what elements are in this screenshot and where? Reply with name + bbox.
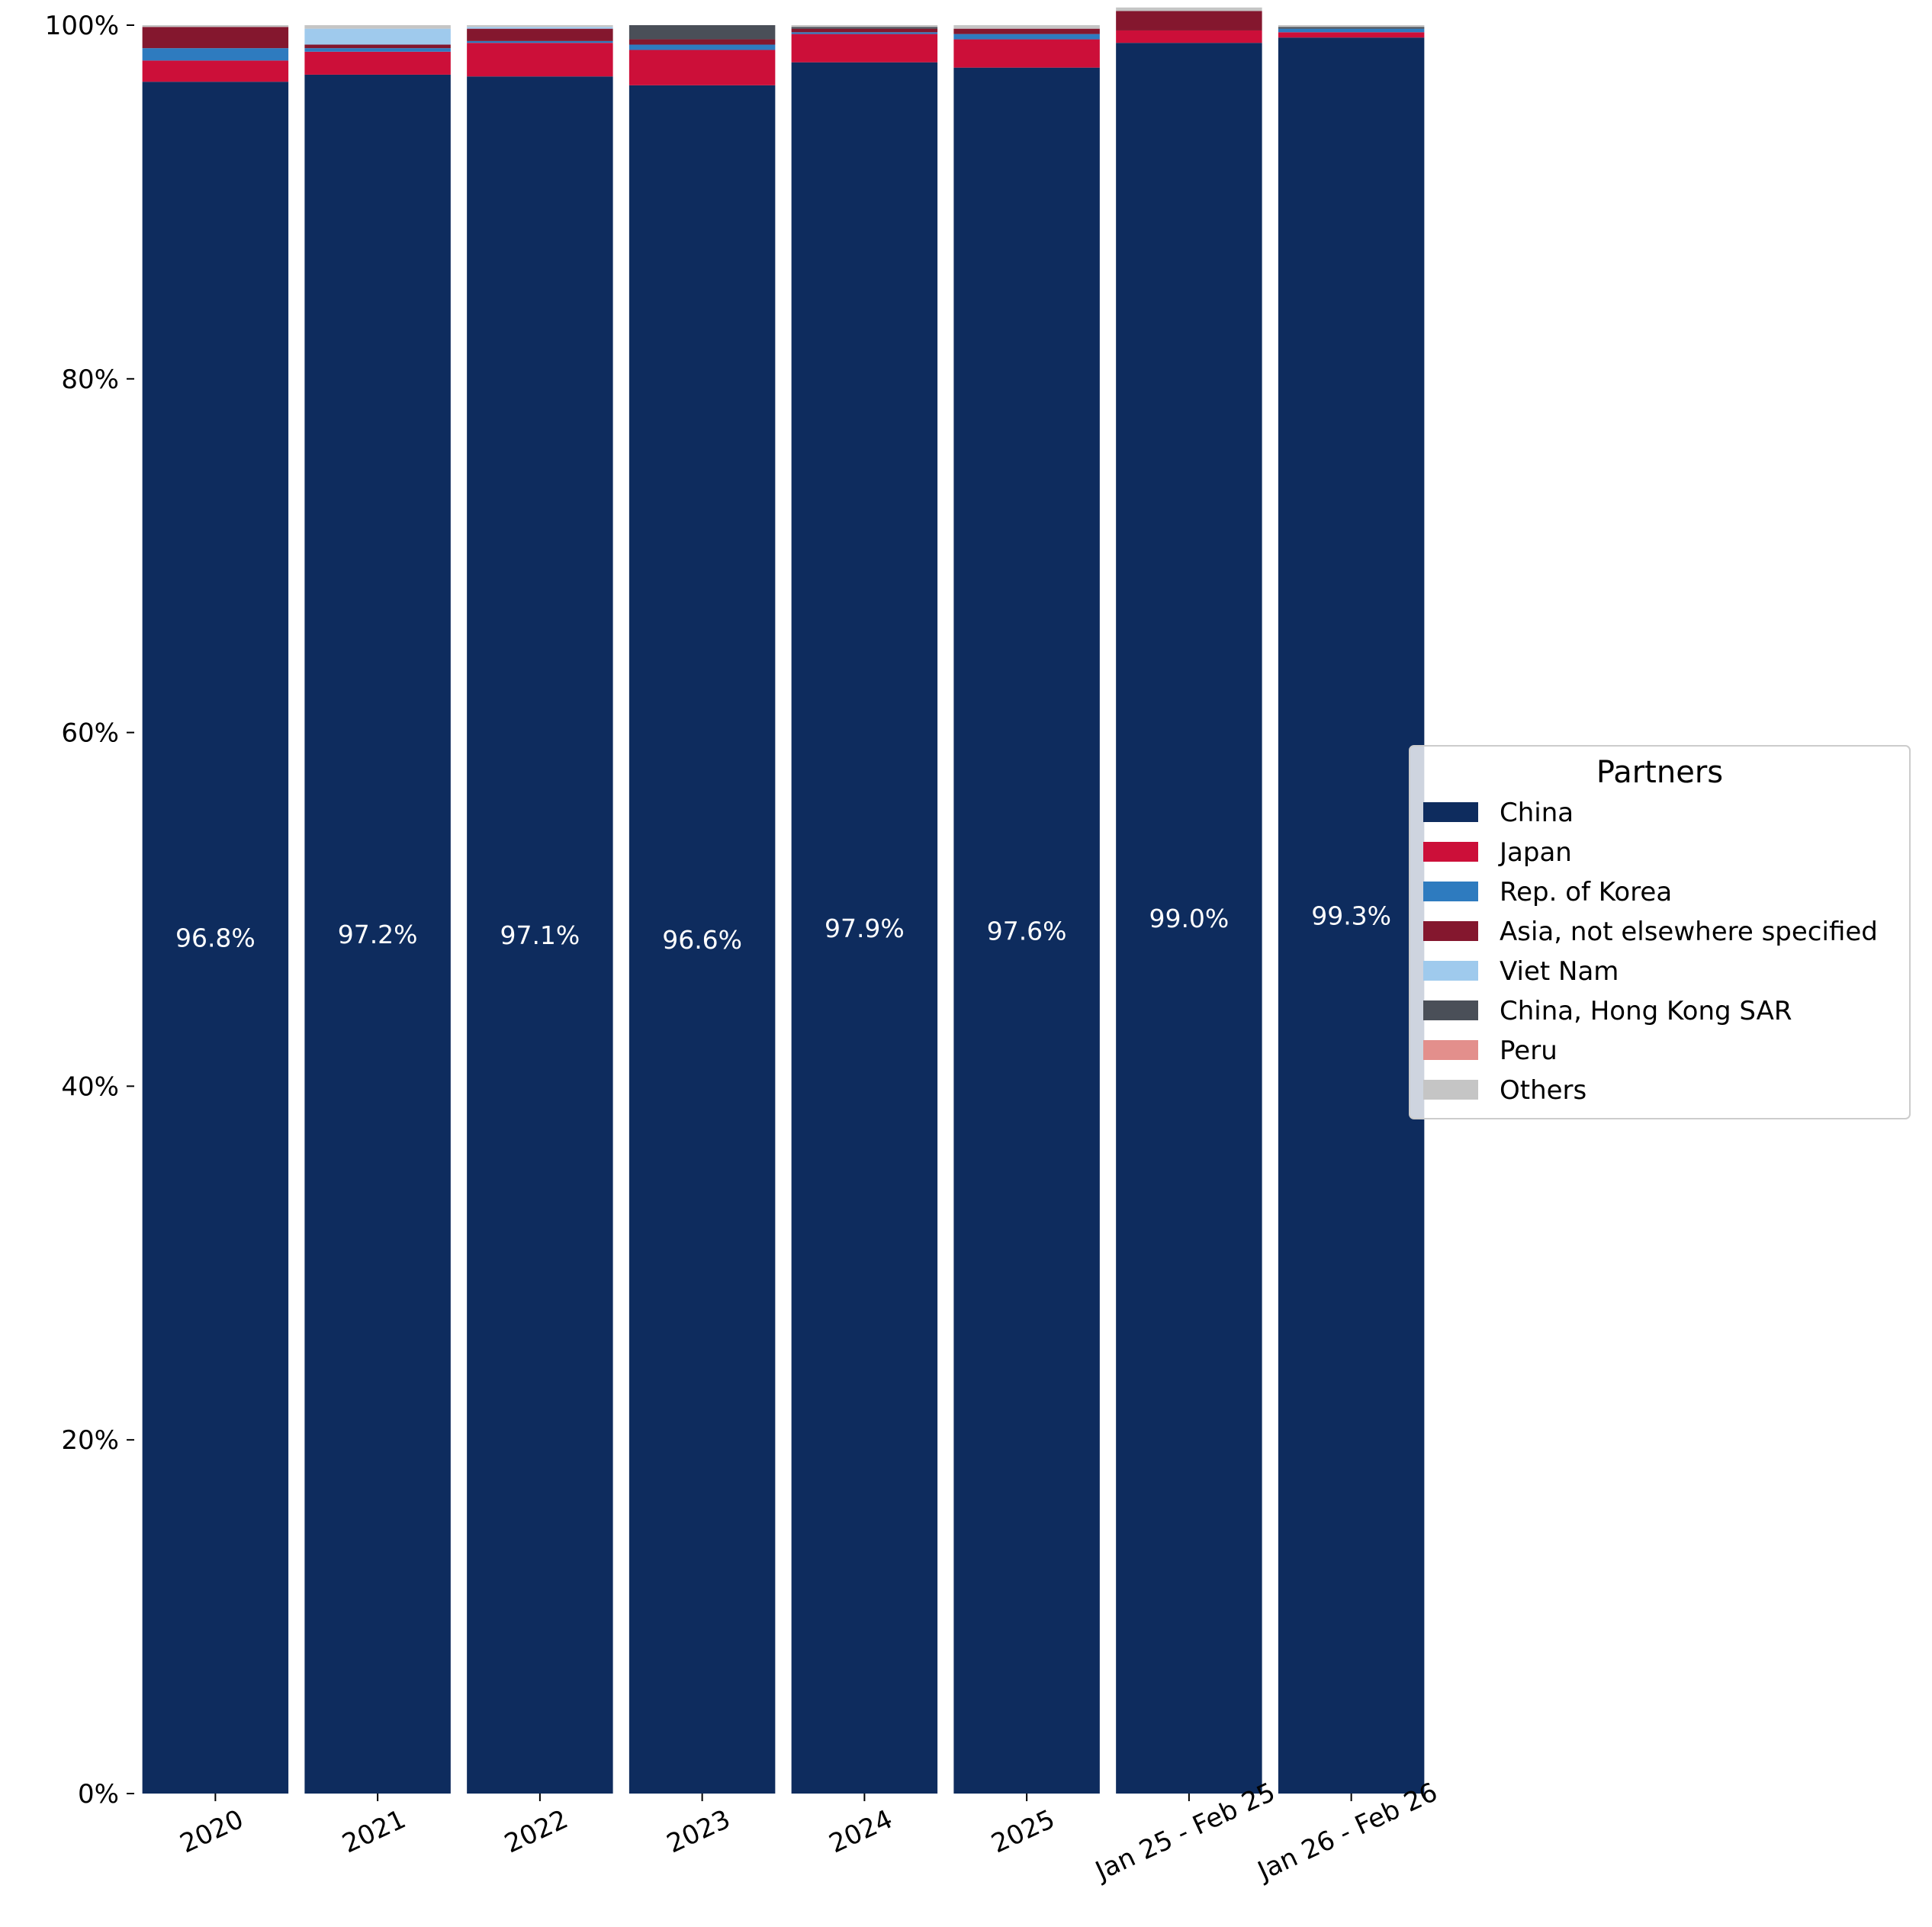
bar-segment-asia-not-elsewhere-specified-2023 [628, 39, 776, 45]
data-label: 96.6% [662, 925, 742, 955]
legend-swatch-peru [1423, 1040, 1478, 1060]
y-tick-label: 0% [78, 1779, 119, 1810]
bar-segment-japan-2022 [467, 43, 613, 77]
bar-segment-china-hong-kong-sar-2024 [791, 27, 938, 29]
x-tick-label: 2021 [338, 1804, 410, 1860]
bar-segment-others-jan-26-feb-26 [1278, 25, 1425, 27]
bar-segment-rep-of-korea-2020 [142, 48, 289, 61]
x-tick-label: 2024 [825, 1804, 897, 1860]
bar-segment-china-2024 [791, 62, 938, 1794]
legend-label-china: China [1500, 798, 1574, 828]
bar-segment-china-2025 [953, 67, 1100, 1794]
bar-segment-japan-jan-25-feb-25 [1116, 30, 1262, 43]
legend-title: Partners [1596, 755, 1723, 790]
data-label: 97.6% [987, 916, 1067, 946]
y-tick-label: 80% [61, 365, 119, 395]
legend[interactable]: Partners China Japan Rep. of Korea Asia, no… [1409, 745, 1911, 1119]
bar-segment-asia-not-elsewhere-specified-2021 [304, 44, 451, 49]
bar-segment-china-2021 [304, 74, 451, 1794]
legend-swatch-asia-not-elsewhere-specified [1423, 921, 1478, 941]
data-label: 99.3% [1311, 901, 1391, 931]
bar-segment-asia-not-elsewhere-specified-jan-25-feb-25 [1116, 11, 1262, 31]
bar-segment-rep-of-korea-2022 [467, 40, 613, 43]
x-tick-label: 2025 [987, 1804, 1059, 1860]
y-tick-label: 20% [61, 1425, 119, 1456]
bar-segment-japan-jan-26-feb-26 [1278, 32, 1425, 38]
y-axis: 0% 20% 40% 60% 80% 100% [45, 11, 134, 1810]
data-labels-layer: 96.8% 97.2% 97.1% 96.6% 97.9% 97.6% 99.0% 99.3% [175, 901, 1391, 955]
bar-segment-asia-not-elsewhere-specified-2022 [467, 28, 613, 41]
bar-segment-japan-2023 [628, 50, 776, 85]
bar-segment-asia-not-elsewhere-specified-2020 [142, 27, 289, 49]
bar-segment-rep-of-korea-2025 [953, 34, 1100, 40]
legend-label-japan: Japan [1498, 837, 1572, 868]
bar-segment-japan-2021 [304, 51, 451, 75]
bar-segment-china-jan-26-feb-26 [1278, 37, 1425, 1794]
legend-label-rep-of-korea: Rep. of Korea [1500, 877, 1672, 907]
legend-swatch-china [1423, 802, 1478, 822]
bar-segment-others-2022 [467, 25, 613, 27]
legend-swatch-china-hong-kong-sar [1423, 1000, 1478, 1020]
data-label: 99.0% [1149, 904, 1229, 933]
bar-segment-china-jan-25-feb-25 [1116, 43, 1262, 1794]
x-tick-label: 2023 [662, 1804, 735, 1860]
bar-segment-china-hong-kong-sar-2023 [628, 25, 776, 40]
bar-segment-others-2020 [142, 25, 289, 27]
data-label: 97.2% [338, 920, 418, 949]
x-tick-label: 2020 [175, 1804, 248, 1860]
legend-swatch-rep-of-korea [1423, 882, 1478, 901]
y-tick-label: 60% [61, 718, 119, 749]
bar-segment-china-2022 [467, 76, 613, 1794]
bar-segment-japan-2020 [142, 60, 289, 82]
bar-segment-rep-of-korea-2021 [304, 48, 451, 52]
legend-label-peru: Peru [1500, 1036, 1557, 1066]
legend-label-china-hong-kong-sar: China, Hong Kong SAR [1500, 996, 1792, 1026]
bar-segment-others-2025 [953, 25, 1100, 29]
legend-frame [1409, 745, 1911, 1119]
y-tick-label: 40% [61, 1071, 119, 1102]
bar-segment-asia-not-elsewhere-specified-2024 [791, 28, 938, 33]
legend-label-others: Others [1500, 1075, 1586, 1106]
data-label: 96.8% [175, 923, 256, 953]
x-tick-label: 2022 [500, 1804, 573, 1860]
bar-segment-japan-2025 [953, 39, 1100, 68]
bars-layer [142, 7, 1425, 1794]
bar-segment-others-2024 [791, 25, 938, 27]
bar-segment-viet-nam-2021 [304, 28, 451, 45]
bar-segment-china-2020 [142, 82, 289, 1794]
legend-swatch-others [1423, 1080, 1478, 1100]
bar-segment-rep-of-korea-2024 [791, 32, 938, 34]
legend-swatch-japan [1423, 842, 1478, 862]
bar-segment-japan-2024 [791, 34, 938, 63]
data-label: 97.1% [500, 920, 580, 950]
bar-segment-rep-of-korea-jan-26-feb-26 [1278, 28, 1425, 33]
bar-segment-others-jan-25-feb-25 [1116, 7, 1262, 11]
bar-segment-china-2023 [628, 85, 776, 1794]
bar-segment-others-2021 [304, 25, 451, 29]
legend-items: China Japan Rep. of Korea Asia, not elsewhe… [1423, 798, 1878, 1106]
y-tick-label: 100% [45, 11, 119, 41]
bar-segment-viet-nam-2022 [467, 27, 613, 29]
data-label: 97.9% [825, 914, 905, 943]
bar-segment-rep-of-korea-2023 [628, 44, 776, 50]
legend-label-asia-not-elsewhere-specified: Asia, not elsewhere specified [1500, 917, 1878, 947]
legend-label-viet-nam: Viet Nam [1500, 956, 1619, 987]
bar-segment-asia-not-elsewhere-specified-2025 [953, 28, 1100, 34]
legend-swatch-viet-nam [1423, 961, 1478, 981]
bar-segment-china-hong-kong-sar-jan-26-feb-26 [1278, 27, 1425, 29]
